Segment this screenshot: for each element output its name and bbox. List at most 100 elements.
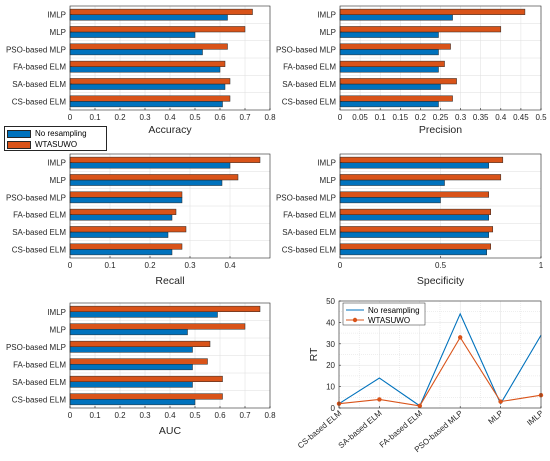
p4-axes-box	[69, 302, 271, 409]
p0-x-tick-label: 0.7	[239, 113, 251, 122]
p0-bar-no-resampling-mlp	[69, 31, 196, 38]
p3-x-axis-label: Specificity	[417, 275, 465, 287]
p3-bar-wtasuwo-sa-based-elm	[339, 226, 494, 233]
p4-bar-no-resampling-fa-based-elm	[69, 364, 193, 371]
p1-y-tick-label: FA-based ELM	[283, 63, 336, 72]
p0-x-tick-label: 0.3	[139, 113, 151, 122]
p2-y-tick-label: PSO-based MLP	[6, 193, 66, 202]
p5-x-tick-label: IMLP	[525, 409, 545, 428]
p2-x-tick-label: 0.3	[184, 261, 196, 270]
p2-bar-no-resampling-pso-based-mlp	[69, 197, 183, 204]
p5-y-tick-label: 40	[326, 318, 335, 327]
p3-bar-no-resampling-fa-based-elm	[339, 214, 489, 221]
legend-item-no-resampling: No resampling	[7, 128, 87, 139]
p5-y-tick-label: 30	[326, 340, 335, 349]
p1-x-tick-label: 0.2	[415, 113, 427, 122]
p3-x-tick-label: 0	[338, 261, 343, 270]
p2-bar-wtasuwo-sa-based-elm	[69, 226, 187, 233]
p5-legend-marker-wtasuwo	[352, 317, 358, 323]
p3-bar-wtasuwo-pso-based-mlp	[339, 191, 489, 198]
p5-axes-box	[338, 300, 542, 409]
p1-x-axis-label: Precision	[419, 124, 462, 136]
p3-x-tick-label: 1	[539, 261, 544, 270]
p5-x-tick-label: MLP	[486, 409, 504, 426]
p0-axes-box	[69, 5, 271, 111]
p1-y-tick-label: PSO-based MLP	[276, 45, 336, 54]
p0-y-tick-label: CS-based ELM	[12, 97, 67, 106]
p5-point-wtasuwo-pso-based-mlp	[458, 335, 463, 340]
p2-y-tick-label: CS-based ELM	[12, 245, 67, 254]
p2-x-tick-label: 0.2	[144, 261, 156, 270]
p4-y-tick-label: MLP	[50, 325, 66, 334]
p4-x-tick-label: 0.4	[164, 411, 176, 420]
p1-bar-wtasuwo-sa-based-elm	[339, 78, 457, 85]
p0-bar-no-resampling-sa-based-elm	[69, 83, 226, 90]
p0-x-tick-label: 0.5	[189, 113, 201, 122]
p5-x-tick-label: SA-based ELM	[337, 408, 384, 450]
p4-x-tick-label: 0.8	[264, 411, 276, 420]
p1-y-tick-label: MLP	[320, 28, 336, 37]
p2-y-tick-label: SA-based ELM	[12, 228, 66, 237]
p3-axes-box	[339, 153, 542, 259]
p1-bar-wtasuwo-cs-based-elm	[339, 95, 453, 102]
p4-bar-wtasuwo-sa-based-elm	[69, 375, 223, 382]
p0-bar-no-resampling-cs-based-elm	[69, 101, 223, 108]
p5-y-tick-label: 50	[326, 297, 335, 306]
p4-x-tick-label: 0.2	[114, 411, 126, 420]
p3-y-tick-label: CS-based ELM	[282, 245, 337, 254]
p1-y-tick-label: CS-based ELM	[282, 97, 337, 106]
p0-x-tick-label: 0	[68, 113, 73, 122]
p2-bar-wtasuwo-mlp	[69, 174, 239, 181]
p1-x-tick-label: 0.35	[473, 113, 489, 122]
p0-y-tick-label: IMLP	[47, 11, 66, 20]
p2-bar-wtasuwo-cs-based-elm	[69, 243, 183, 250]
legend-label-no-resampling: No resampling	[35, 129, 87, 138]
p1-x-tick-label: 0.4	[495, 113, 507, 122]
p0-bar-wtasuwo-fa-based-elm	[69, 60, 226, 67]
p4-y-tick-label: FA-based ELM	[13, 360, 66, 369]
p4-x-axis-label: AUC	[159, 425, 182, 437]
p5-y-axis-label: RT	[308, 347, 320, 361]
p3-bar-no-resampling-cs-based-elm	[339, 249, 487, 256]
legend-swatch-wtasuwo	[7, 140, 31, 149]
p2-y-tick-label: IMLP	[47, 159, 66, 168]
p4-bar-no-resampling-sa-based-elm	[69, 381, 193, 388]
p1-x-tick-label: 0.15	[393, 113, 409, 122]
p1-bar-wtasuwo-mlp	[339, 26, 502, 33]
p0-x-tick-label: 0.8	[264, 113, 276, 122]
legend-item-wtasuwo: WTASUWO	[7, 139, 77, 150]
p0-bar-no-resampling-imlp	[69, 14, 228, 21]
p5-y-tick-label: 10	[326, 383, 335, 392]
p5-point-wtasuwo-sa-based-elm	[377, 397, 382, 402]
p1-bar-no-resampling-mlp	[339, 31, 439, 38]
p1-bar-wtasuwo-fa-based-elm	[339, 60, 445, 67]
p0-y-tick-label: SA-based ELM	[12, 80, 66, 89]
p0-x-axis-label: Accuracy	[148, 124, 192, 136]
p2-x-tick-label: 0	[68, 261, 73, 270]
p4-bar-no-resampling-cs-based-elm	[69, 399, 196, 406]
p2-bar-no-resampling-cs-based-elm	[69, 249, 173, 256]
p4-x-tick-label: 0.5	[189, 411, 201, 420]
p5-y-tick-label: 0	[331, 404, 336, 413]
p2-y-tick-label: FA-based ELM	[13, 211, 66, 220]
p0-y-tick-label: PSO-based MLP	[6, 45, 66, 54]
p3-bar-wtasuwo-fa-based-elm	[339, 208, 491, 215]
p4-y-tick-label: SA-based ELM	[12, 378, 66, 387]
p3-y-tick-label: MLP	[320, 176, 336, 185]
p5-point-wtasuwo-mlp	[498, 399, 503, 404]
p3-y-tick-label: SA-based ELM	[282, 228, 336, 237]
p0-bar-wtasuwo-sa-based-elm	[69, 78, 231, 85]
p0-bar-no-resampling-fa-based-elm	[69, 66, 221, 73]
legend-label-wtasuwo: WTASUWO	[35, 140, 78, 149]
p5-line-wtasuwo	[338, 336, 542, 407]
p1-bar-wtasuwo-imlp	[339, 8, 526, 15]
p1-y-tick-label: IMLP	[317, 11, 336, 20]
p0-bar-wtasuwo-cs-based-elm	[69, 95, 231, 102]
p1-x-tick-label: 0	[338, 113, 343, 122]
p5-legend-label-no-resampling: No resampling	[368, 306, 420, 315]
p0-x-tick-label: 0.1	[89, 113, 101, 122]
p1-x-tick-label: 0.3	[455, 113, 467, 122]
p4-bar-wtasuwo-mlp	[69, 323, 246, 330]
p2-bar-wtasuwo-pso-based-mlp	[69, 191, 183, 198]
